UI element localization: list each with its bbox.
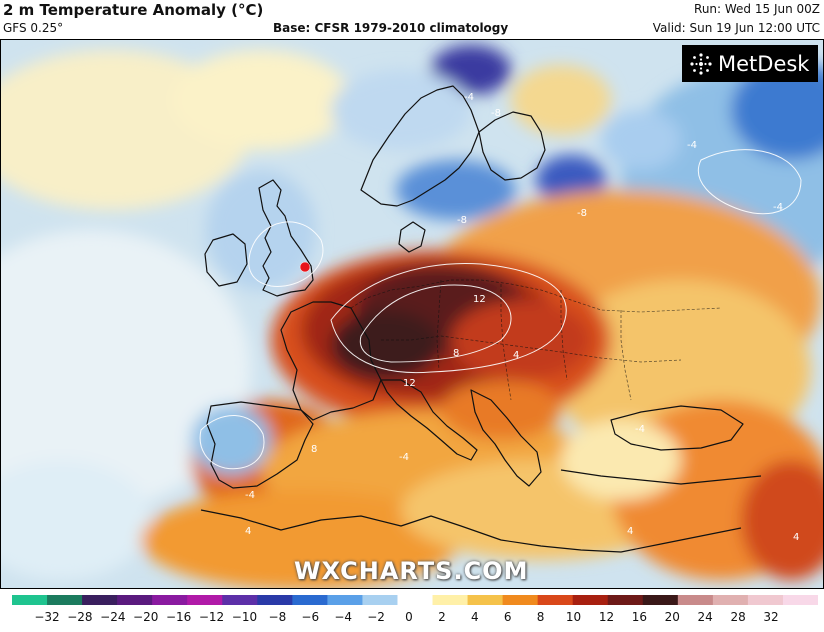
colorbar-tick-label: −6 xyxy=(301,610,320,624)
colorbar-tick-labels: −32 −28 −24 −20 −16 −12 −10 −8 −6 −4 −2 0 2 4 6 8 10 12 16… xyxy=(0,610,824,628)
colorbar-tick-label: 6 xyxy=(503,610,512,624)
colorbar-tick-label: 0 xyxy=(405,610,413,624)
map-svg: 12 12 8 8 -8 -8 -8 -4 -4 -4 -4 -4 -4 4 4… xyxy=(1,40,823,588)
colorbar-tick-label: 10 xyxy=(565,610,582,624)
contour-label: -4 xyxy=(773,202,783,213)
contour-label: -8 xyxy=(577,208,587,219)
colorbar-tick-label: −2 xyxy=(367,610,385,624)
colorbar-tick-label: −24 xyxy=(100,610,126,624)
metdesk-logo-icon xyxy=(690,52,712,75)
colorbar-segment xyxy=(12,595,48,605)
colorbar-segment xyxy=(327,595,363,605)
colorbar-segment xyxy=(747,595,784,605)
colorbar-segment xyxy=(397,595,434,605)
contour-label: -4 xyxy=(464,92,474,103)
colorbar-tick-label: −10 xyxy=(231,610,258,624)
colorbar-segment xyxy=(222,595,258,605)
colorbar-segment xyxy=(152,595,188,605)
colorbar-segment xyxy=(502,595,539,605)
colorbar-segment xyxy=(187,595,223,605)
model-label: GFS 0.25° xyxy=(3,21,64,35)
colorbar-tick-label: 16 xyxy=(631,610,647,624)
wxcharts-watermark: WXCHARTS.COM xyxy=(294,557,529,585)
contour-label: 4 xyxy=(793,532,799,543)
colorbar-segment xyxy=(82,595,118,605)
contour-label: -8 xyxy=(491,108,501,119)
run-label: Run: Wed 15 Jun 00Z xyxy=(694,2,820,16)
colorbar-tick-label: −12 xyxy=(198,610,225,624)
country-borders xyxy=(350,279,722,401)
colorbar-tick-label: 32 xyxy=(763,610,779,624)
anomaly-map[interactable]: 12 12 8 8 -8 -8 -8 -4 -4 -4 -4 -4 -4 4 4… xyxy=(0,39,824,589)
colorbar-tick-label: −8 xyxy=(268,610,287,624)
contour-label: -4 xyxy=(245,490,255,501)
colorbar-tick-label: −16 xyxy=(165,610,192,624)
colorbar-segment xyxy=(782,595,818,605)
colorbar-segment xyxy=(572,595,609,605)
colorbar-tick-label: −28 xyxy=(67,610,93,624)
contour-label: -8 xyxy=(457,215,467,226)
contour-label: 4 xyxy=(245,526,251,537)
metdesk-logo-text: MetDesk xyxy=(718,51,810,76)
colorbar-tick-label: −32 xyxy=(34,610,60,624)
colorbar-tick-label: 28 xyxy=(730,610,746,624)
chart-title: 2 m Temperature Anomaly (°C) xyxy=(3,1,264,19)
contour-label: 8 xyxy=(311,444,317,455)
contour-label: -4 xyxy=(687,140,697,151)
location-marker[interactable] xyxy=(299,261,311,273)
colorbar-segment xyxy=(607,595,644,605)
colorbar-segment xyxy=(117,595,153,605)
colorbar-segment xyxy=(537,595,574,605)
colorbar-segment xyxy=(47,595,83,605)
contour-label: 12 xyxy=(473,294,486,305)
contour-label: 12 xyxy=(403,378,416,389)
contour-label: 4 xyxy=(513,350,519,361)
colorbar-segment xyxy=(257,595,293,605)
colorbar-tick-label: −20 xyxy=(133,610,159,624)
colorbar-tick-label: 4 xyxy=(470,610,479,624)
contour-label-group: 12 12 8 8 -8 -8 -8 -4 -4 -4 -4 -4 -4 4 4… xyxy=(245,92,799,543)
colorbar-max-arrow xyxy=(810,595,818,605)
colorbar-tick-label: 20 xyxy=(664,610,680,624)
colorbar-tick-label: 2 xyxy=(438,610,446,624)
valid-time-label: Valid: Sun 19 Jun 12:00 UTC xyxy=(652,21,820,35)
metdesk-logo: MetDesk xyxy=(682,45,818,82)
colorbar-segment xyxy=(642,595,679,605)
colorbar xyxy=(12,595,818,605)
contour-label: 8 xyxy=(453,348,459,359)
colorbar-tick-label: 24 xyxy=(697,610,713,624)
colorbar-min-arrow xyxy=(12,595,20,605)
colorbar-segment xyxy=(677,595,714,605)
contour-lines xyxy=(199,149,802,470)
coastlines xyxy=(200,85,762,553)
colorbar-tick-label: 12 xyxy=(598,610,615,624)
contour-label: -4 xyxy=(399,452,409,463)
colorbar-segment xyxy=(362,595,398,605)
anomaly-field xyxy=(1,45,823,588)
colorbar-segment xyxy=(292,595,328,605)
colorbar-tick-label: 8 xyxy=(536,610,545,624)
contour-label: 4 xyxy=(627,526,633,537)
colorbar-tick-label: −4 xyxy=(334,610,353,624)
colorbar-segments xyxy=(12,595,818,605)
climatology-base-label: Base: CFSR 1979-2010 climatology xyxy=(273,21,509,35)
colorbar-segment xyxy=(712,595,749,605)
colorbar-segment xyxy=(432,595,469,605)
colorbar-segment xyxy=(467,595,504,605)
contour-label: -4 xyxy=(635,424,645,435)
